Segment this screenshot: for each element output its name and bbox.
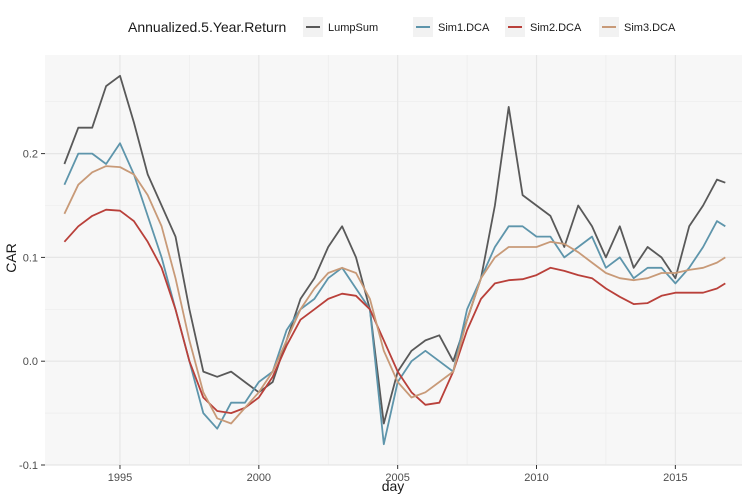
legend-item: Sim1.DCA	[413, 17, 490, 37]
legend: Annualized.5.Year.Return LumpSum Sim1.DCA…	[128, 17, 676, 37]
plot-panel	[45, 55, 742, 465]
y-axis-title: CAR	[3, 243, 19, 273]
x-tick-label: 2010	[524, 472, 548, 484]
y-axis: -0.1 0.0 0.1 0.2	[19, 149, 45, 472]
series-line-sim3-dca	[63, 165, 726, 425]
x-tick-label: 2000	[247, 472, 271, 484]
x-axis-title: day	[382, 478, 405, 494]
y-tick-label: 0.0	[23, 356, 38, 368]
legend-title: Annualized.5.Year.Return	[128, 19, 286, 35]
x-tick-label: 2015	[663, 472, 687, 484]
legend-label: Sim1.DCA	[438, 22, 490, 34]
y-tick-label: 0.1	[23, 252, 38, 264]
legend-item: Sim3.DCA	[599, 17, 676, 37]
x-tick-label: 2005	[385, 472, 409, 484]
series-lines	[63, 74, 726, 446]
x-tick-label: 1995	[108, 472, 132, 484]
y-tick-label: -0.1	[19, 460, 38, 472]
legend-item: LumpSum	[303, 17, 378, 37]
legend-label: Sim3.DCA	[624, 22, 676, 34]
x-axis: 1995 2000 2005 2010 2015	[108, 465, 688, 484]
y-tick-label: 0.2	[23, 149, 38, 161]
legend-item: Sim2.DCA	[505, 17, 582, 37]
series-line-sim2-dca	[63, 208, 726, 415]
legend-label: Sim2.DCA	[530, 22, 582, 34]
legend-label: LumpSum	[328, 22, 378, 34]
